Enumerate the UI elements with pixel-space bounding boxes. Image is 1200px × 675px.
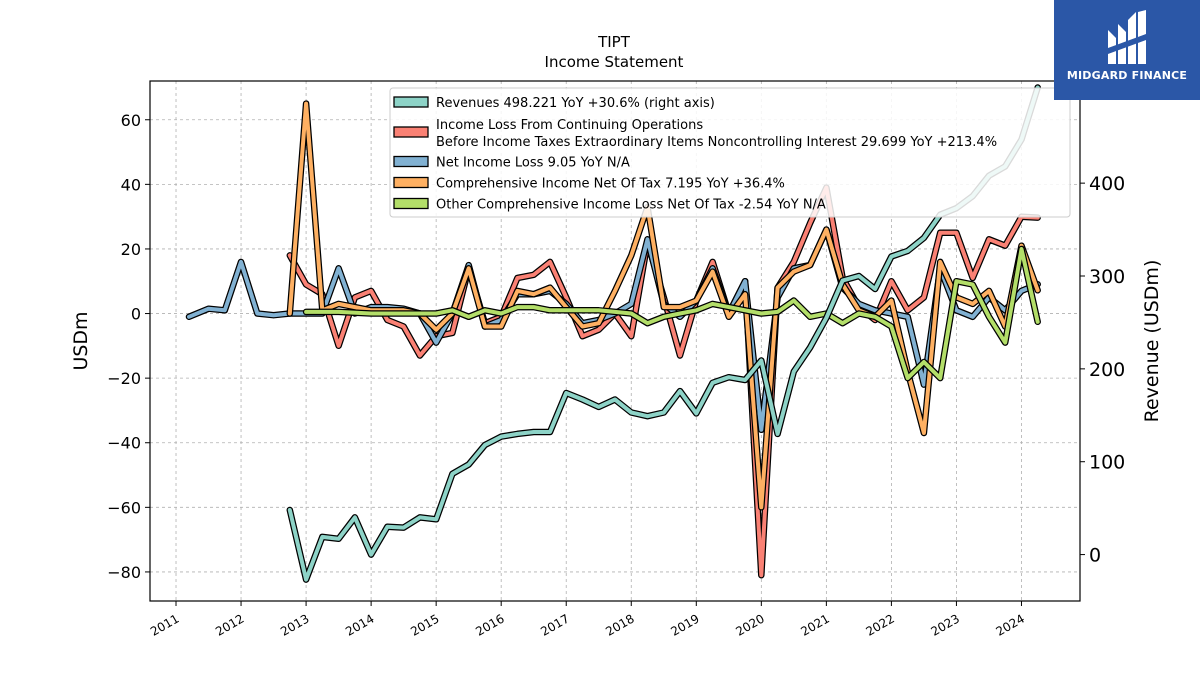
- series-line-5: [286, 84, 1041, 583]
- series-layer: [185, 84, 1041, 583]
- legend-swatch: [393, 155, 429, 168]
- x-tick-label: 2017: [538, 611, 571, 638]
- y-left-tick-label: 60: [121, 111, 141, 130]
- y-left-tick-label: 0: [131, 305, 141, 324]
- legend-swatch: [393, 96, 429, 108]
- legend-swatch: [393, 126, 429, 138]
- x-tick-label: 2016: [473, 611, 506, 638]
- series-line-4: [302, 245, 1041, 382]
- x-tick-label: 2015: [408, 611, 441, 638]
- y-left-tick-label: −80: [107, 563, 141, 582]
- plot-frame: [149, 80, 1081, 602]
- legend-label: Comprehensive Income Net Of Tax 7.195 Yo…: [436, 177, 785, 192]
- y-axis-left-label: USDm: [70, 311, 92, 370]
- legend-label: Revenues 498.221 YoY +30.6% (right axis): [436, 96, 715, 111]
- series-stroke: [287, 85, 1040, 582]
- x-tick-label: 2020: [733, 611, 766, 638]
- legend-label: Income Loss From Continuing Operations: [436, 118, 703, 133]
- legend: Revenues 498.221 YoY +30.6% (right axis)…: [389, 87, 1071, 218]
- x-tick-label: 2014: [343, 611, 376, 638]
- y-right-tick-label: 300: [1089, 266, 1125, 288]
- chart-title: TIPT: [597, 33, 631, 51]
- x-tick-label: 2021: [798, 611, 831, 638]
- y-right-tick-label: 400: [1089, 173, 1125, 195]
- y-left-tick-label: −60: [107, 498, 141, 517]
- x-tick-label: 2013: [278, 611, 311, 638]
- y-axis-right-label: Revenue (USDm): [1141, 260, 1163, 423]
- x-tick-label: 2023: [928, 611, 961, 638]
- y-left-tick-label: 40: [121, 175, 141, 194]
- legend-swatch: [393, 197, 429, 210]
- series-stroke: [304, 247, 1040, 381]
- legend-box: [389, 87, 1071, 218]
- y-left-tick-label: 20: [121, 240, 141, 259]
- x-tick-label: 2019: [668, 611, 701, 638]
- y-right-tick-label: 200: [1089, 359, 1125, 381]
- y-left-tick-label: −40: [107, 434, 141, 453]
- x-tick-label: 2024: [994, 611, 1027, 638]
- legend-label: Before Income Taxes Extraordinary Items …: [436, 135, 997, 150]
- legend-swatch: [393, 176, 429, 189]
- x-tick-label: 2011: [148, 611, 181, 638]
- x-tick-label: 2012: [213, 611, 246, 638]
- y-right-tick-label: 0: [1089, 545, 1101, 567]
- x-tick-label: 2022: [863, 611, 896, 638]
- y-left-tick-label: −20: [107, 369, 141, 388]
- chart-subtitle: Income Statement: [545, 53, 684, 71]
- midgard-logo-icon: [1108, 10, 1146, 64]
- brand-name: MIDGARD FINANCE: [1066, 69, 1188, 82]
- legend-label: Other Comprehensive Income Loss Net Of T…: [436, 198, 826, 213]
- brand-logo: MIDGARD FINANCE: [1054, 0, 1200, 100]
- x-tick-label: 2018: [603, 611, 636, 638]
- legend-label: Net Income Loss 9.05 YoY N/A: [436, 156, 630, 171]
- y-right-tick-label: 100: [1089, 452, 1125, 474]
